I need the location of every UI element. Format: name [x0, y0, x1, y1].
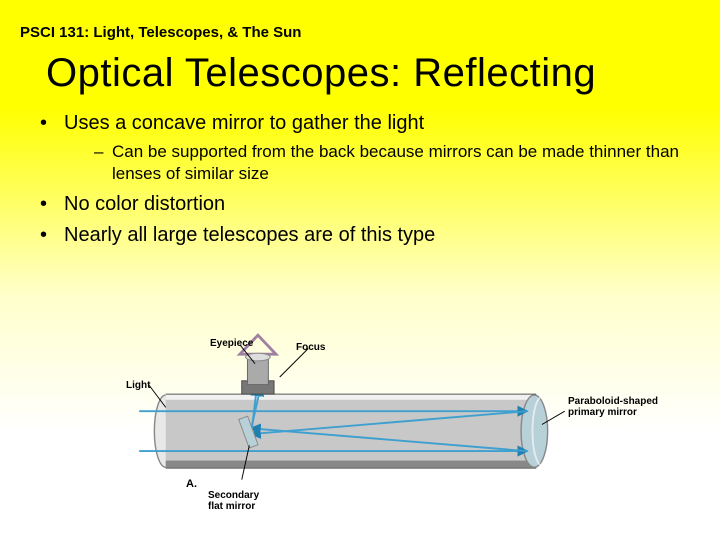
- label-focus: Focus: [296, 342, 325, 353]
- bullet-1-sub: Can be supported from the back because m…: [94, 141, 720, 185]
- bullet-1: Uses a concave mirror to gather the ligh…: [40, 110, 720, 185]
- bullet-3: Nearly all large telescopes are of this …: [40, 222, 720, 249]
- label-a: A.: [186, 478, 197, 490]
- label-secondary: Secondary flat mirror: [208, 490, 259, 512]
- bullet-1-text: Uses a concave mirror to gather the ligh…: [64, 112, 424, 134]
- bullet-2: No color distortion: [40, 191, 720, 218]
- label-primary: Paraboloid-shaped primary mirror: [568, 396, 658, 418]
- label-eyepiece: Eyepiece: [210, 338, 253, 349]
- slide-title: Optical Telescopes: Reflecting: [0, 41, 720, 110]
- label-light: Light: [126, 380, 150, 391]
- sub-list: Can be supported from the back because m…: [64, 141, 720, 185]
- course-header: PSCI 131: Light, Telescopes, & The Sun: [0, 0, 720, 41]
- bullet-list: Uses a concave mirror to gather the ligh…: [0, 110, 720, 249]
- telescope-diagram: Light Eyepiece Focus Secondary flat mirr…: [120, 320, 620, 510]
